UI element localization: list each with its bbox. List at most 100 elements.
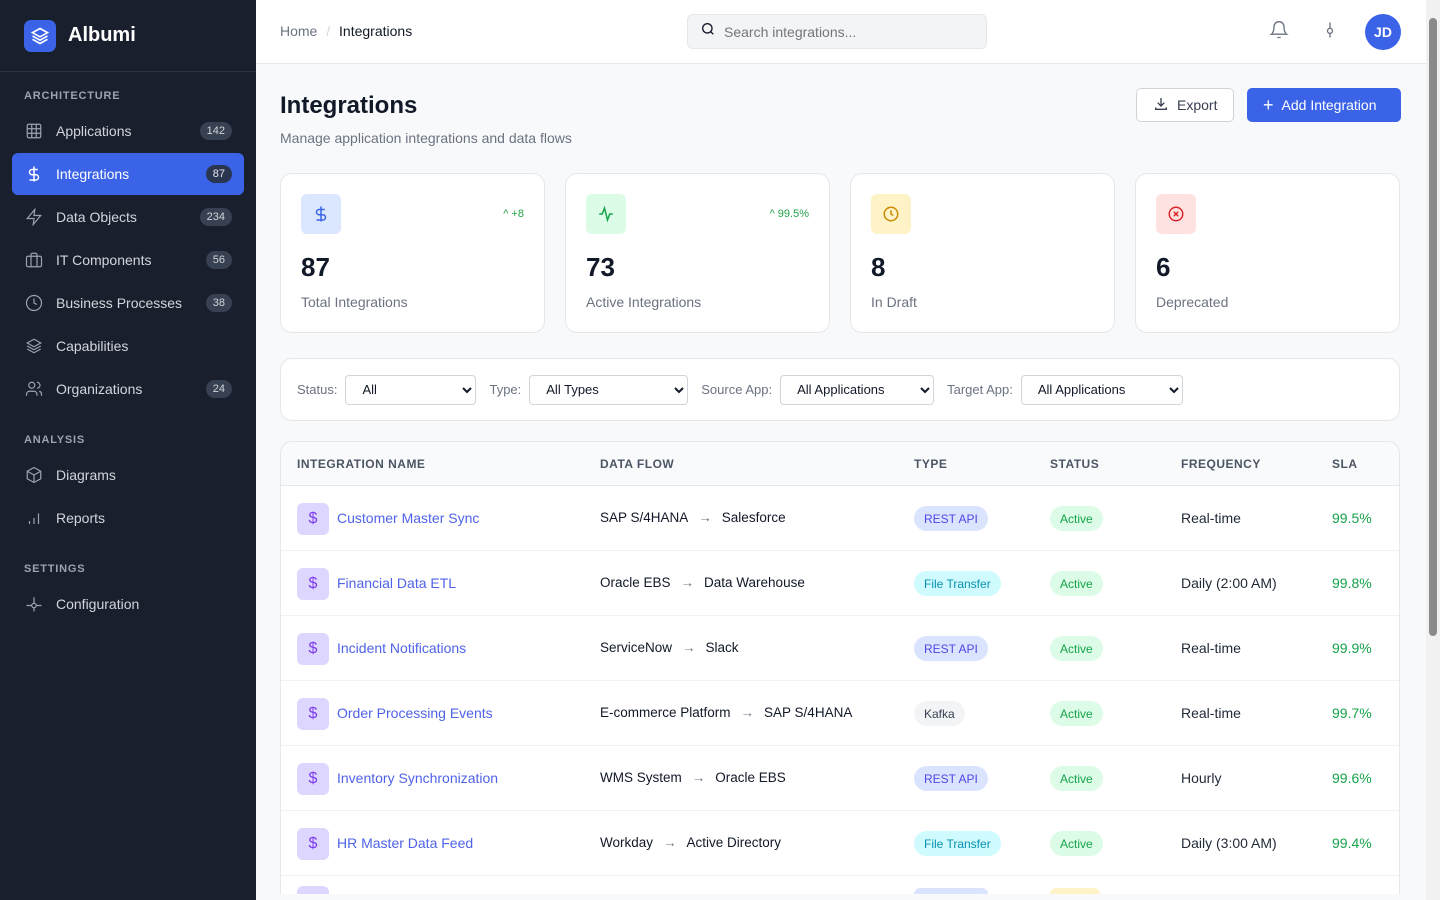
sla-value: 99.4%: [1332, 835, 1372, 851]
sidebar-item-organizations[interactable]: Organizations 24: [12, 368, 244, 410]
add-integration-button[interactable]: + Add Integration: [1247, 88, 1401, 122]
type-badge: File Transfer: [914, 571, 1001, 596]
count-badge: 87: [205, 165, 232, 183]
dollar-icon: [297, 886, 329, 894]
target-filter-label: Target App:: [947, 382, 1013, 397]
column-header[interactable]: FREQUENCY: [1181, 457, 1261, 471]
stat-card-total: ^ +8 87 Total Integrations: [280, 173, 545, 333]
page-subtitle: Manage application integrations and data…: [280, 130, 572, 146]
sidebar-item-business-processes[interactable]: Business Processes 38: [12, 282, 244, 324]
layers-icon: [24, 336, 44, 356]
sidebar-item-integrations[interactable]: Integrations 87: [12, 153, 244, 195]
integration-name-link[interactable]: HR Master Data Feed: [337, 835, 474, 851]
data-flow: WMS System → Oracle EBS: [600, 770, 786, 785]
section-analysis: ANALYSIS: [24, 434, 86, 446]
target-app: Salesforce: [721, 510, 786, 525]
dollar-icon: $: [297, 698, 329, 730]
sidebar: Albumi ARCHITECTURE Applications 142 Inte…: [0, 0, 256, 900]
stat-label: Deprecated: [1156, 294, 1229, 310]
table-row[interactable]: $ Incident Notifications ServiceNow → Slac…: [281, 616, 1399, 681]
bell-icon[interactable]: [1269, 20, 1289, 45]
search-box[interactable]: [687, 14, 987, 49]
sla-value: 99.9%: [1332, 640, 1372, 656]
integration-name-link[interactable]: Incident Notifications: [337, 640, 467, 656]
integration-name-link[interactable]: Customer Master Sync: [337, 510, 480, 526]
sidebar-item-label: Capabilities: [56, 338, 129, 354]
status-badge: Active: [1050, 766, 1103, 791]
layers-logo-icon: [24, 19, 56, 52]
status-filter-select[interactable]: All: [345, 374, 477, 405]
sla-value: 99.8%: [1332, 575, 1372, 591]
source-app: SAP S/4HANA: [600, 510, 689, 525]
add-label: Add Integration: [1281, 97, 1377, 113]
integration-name-link[interactable]: Inventory Synchronization: [337, 770, 499, 786]
cube-icon: [24, 465, 44, 485]
clock-icon: [24, 293, 44, 313]
sidebar-item-capabilities[interactable]: Capabilities: [12, 325, 244, 367]
arrow-right-icon: →: [680, 575, 695, 590]
stat-card-deprecated: 6 Deprecated: [1135, 173, 1400, 333]
type-filter-select[interactable]: All Types: [529, 374, 689, 405]
breadcrumb-current: Integrations: [339, 23, 413, 39]
brand[interactable]: Albumi: [0, 0, 256, 72]
table-row[interactable]: $ Financial Data ETL Oracle EBS → Data War…: [281, 551, 1399, 616]
table-body: $ Customer Master Sync SAP S/4HANA → Sales…: [281, 486, 1399, 894]
stat-card-draft: 8 In Draft: [850, 173, 1115, 333]
settings-toggle-icon[interactable]: [1322, 20, 1338, 45]
column-header[interactable]: STATUS: [1050, 457, 1100, 471]
sidebar-item-it-components[interactable]: IT Components 56: [12, 239, 244, 281]
column-header[interactable]: SLA: [1332, 457, 1358, 471]
bar-chart-icon: [24, 508, 44, 528]
page-title: Integrations: [280, 92, 418, 119]
source-app-select[interactable]: All Applications: [780, 374, 935, 405]
table-row-partial[interactable]: [281, 876, 1399, 894]
table-row[interactable]: $ Inventory Synchronization WMS System → O…: [281, 746, 1399, 811]
data-flow: E-commerce Platform → SAP S/4HANA: [600, 705, 852, 720]
type-badge: REST API: [914, 506, 988, 531]
sidebar-item-reports[interactable]: Reports: [12, 497, 244, 539]
sidebar-item-label: Reports: [56, 510, 106, 526]
activity-icon: [586, 194, 626, 234]
dollar-icon: $: [297, 763, 329, 795]
breadcrumb-separator: /: [326, 23, 331, 39]
export-button[interactable]: Export: [1136, 88, 1235, 122]
target-app-select[interactable]: All Applications: [1020, 374, 1183, 405]
sla-value: 99.7%: [1332, 705, 1372, 721]
table-row[interactable]: $ Customer Master Sync SAP S/4HANA → Sales…: [281, 486, 1399, 551]
table-row[interactable]: $ Order Processing Events E-commerce Pla…: [281, 681, 1399, 746]
user-avatar[interactable]: JD: [1365, 14, 1401, 50]
dollar-icon: $: [297, 568, 329, 600]
type-badge: Kafka: [914, 701, 965, 726]
grid-icon: [24, 121, 44, 141]
users-icon: [24, 379, 44, 399]
search-input[interactable]: [724, 23, 964, 40]
sidebar-item-data-objects[interactable]: Data Objects 234: [12, 196, 244, 238]
trend-value: +8: [511, 208, 524, 220]
integration-name-link[interactable]: Financial Data ETL: [337, 575, 457, 591]
integration-name-link[interactable]: Order Processing Events: [337, 705, 493, 721]
arrow-right-icon: →: [663, 835, 677, 850]
frequency: Hourly: [1181, 770, 1222, 786]
arrow-right-icon: →: [740, 705, 755, 720]
table-header: INTEGRATION NAME DATA FLOW TYPE STATUS F…: [281, 442, 1399, 486]
clock-icon: [871, 194, 911, 234]
column-header[interactable]: INTEGRATION NAME: [297, 457, 426, 471]
table-row[interactable]: $ HR Master Data Feed Workday → Active Dir…: [281, 811, 1399, 876]
breadcrumb-home[interactable]: Home: [280, 23, 318, 39]
status-badge: Active: [1050, 701, 1103, 726]
scrollbar-thumb[interactable]: [1429, 18, 1437, 636]
column-header[interactable]: DATA FLOW: [600, 457, 675, 471]
sidebar-item-diagrams[interactable]: Diagrams: [12, 454, 244, 496]
scrollbar[interactable]: [1426, 0, 1440, 900]
stat-value: 8: [871, 252, 886, 282]
lightning-icon: [24, 207, 44, 227]
stat-card-active: ^ 99.5% 73 Active Integrations: [565, 173, 830, 333]
column-header[interactable]: TYPE: [914, 457, 948, 471]
count-badge: 56: [205, 251, 232, 269]
dollar-icon: $: [297, 633, 329, 665]
arrow-right-icon: →: [691, 770, 706, 785]
target-app: Data Warehouse: [704, 575, 805, 590]
sidebar-item-applications[interactable]: Applications 142: [12, 110, 244, 152]
stat-value: 6: [1156, 252, 1171, 282]
sidebar-item-configuration[interactable]: Configuration: [12, 583, 244, 625]
